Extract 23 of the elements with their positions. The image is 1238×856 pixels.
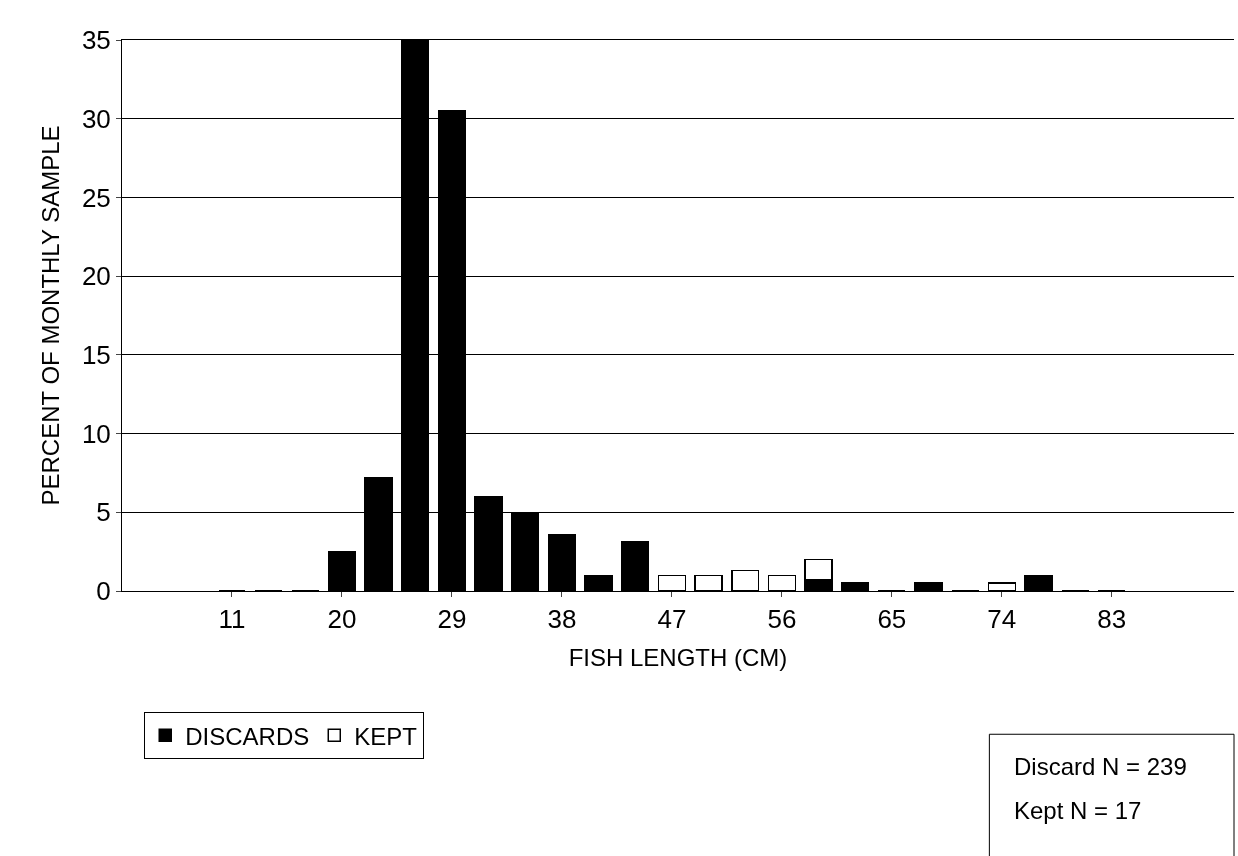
x-tick-label: 47 <box>657 604 687 635</box>
x-tick-label: 74 <box>987 604 1017 635</box>
legend-label: KEPT <box>354 722 418 750</box>
text: Discard N = 239 <box>1014 753 1187 780</box>
y-tick-label: 30 <box>81 103 111 134</box>
y-tick-label: 0 <box>96 576 111 607</box>
x-tick-label: 65 <box>877 604 907 635</box>
x-tick-label: 29 <box>437 604 467 635</box>
x-tick-label: 20 <box>327 604 357 635</box>
text: Kept N = 17 <box>1014 797 1142 824</box>
y-tick-label: 35 <box>81 25 111 56</box>
y-axis-title: PERCENT OF MONTHLY SAMPLE <box>36 125 64 506</box>
y-tick-label: 15 <box>81 339 111 370</box>
y-tick-label: 10 <box>81 418 111 449</box>
x-tick-label: 56 <box>767 604 797 635</box>
y-tick-label: 25 <box>81 182 111 213</box>
x-tick-label: 83 <box>1097 604 1127 635</box>
legend-label: DISCARDS <box>185 722 310 750</box>
x-tick-label: 38 <box>547 604 577 635</box>
x-tick-label: 11 <box>218 604 246 635</box>
x-axis-title: FISH LENGTH (CM) <box>568 643 788 671</box>
y-tick-label: 5 <box>96 497 111 528</box>
y-tick-label: 20 <box>81 261 111 292</box>
